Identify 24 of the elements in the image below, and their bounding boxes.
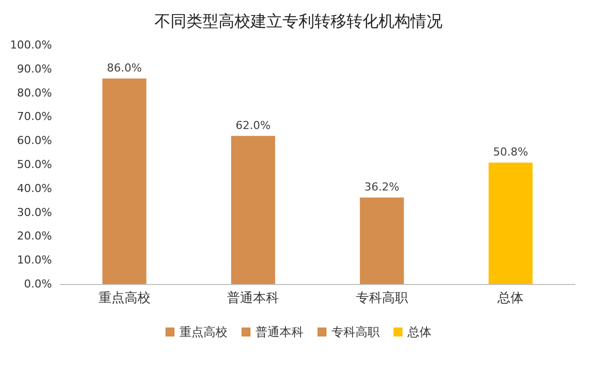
y-tick-label: 90.0% (17, 62, 52, 76)
y-tick-label: 60.0% (17, 134, 52, 148)
y-tick-label: 80.0% (17, 86, 52, 100)
y-tick-label: 10.0% (17, 254, 52, 267)
data-label: 36.2% (364, 180, 400, 194)
y-tick-label: 40.0% (17, 182, 52, 195)
legend-label: 重点高校 (180, 325, 228, 339)
y-tick-label: 50.0% (17, 158, 52, 171)
data-label: 62.0% (236, 118, 271, 132)
data-label: 86.0% (106, 61, 142, 74)
y-tick-label: 0.0% (24, 278, 52, 290)
x-tick-label: 总体 (496, 291, 524, 306)
y-tick-label: 70.0% (17, 110, 52, 124)
y-tick-label: 20.0% (17, 230, 52, 243)
legend-label: 普通本科 (256, 325, 304, 339)
y-tick-label: 100.0% (10, 38, 52, 52)
data-label: 50.8% (493, 146, 528, 159)
x-tick-label: 专科高职 (356, 290, 408, 306)
y-tick-label: 30.0% (17, 206, 52, 219)
legend-label: 总体 (406, 325, 432, 339)
x-tick-label: 重点高校 (98, 290, 150, 306)
x-tick-label: 普通本科 (227, 290, 280, 306)
chart-title: 不同类型高校建立专利转移转化机构情况 (154, 12, 442, 30)
legend-label: 专科高职 (332, 325, 380, 339)
